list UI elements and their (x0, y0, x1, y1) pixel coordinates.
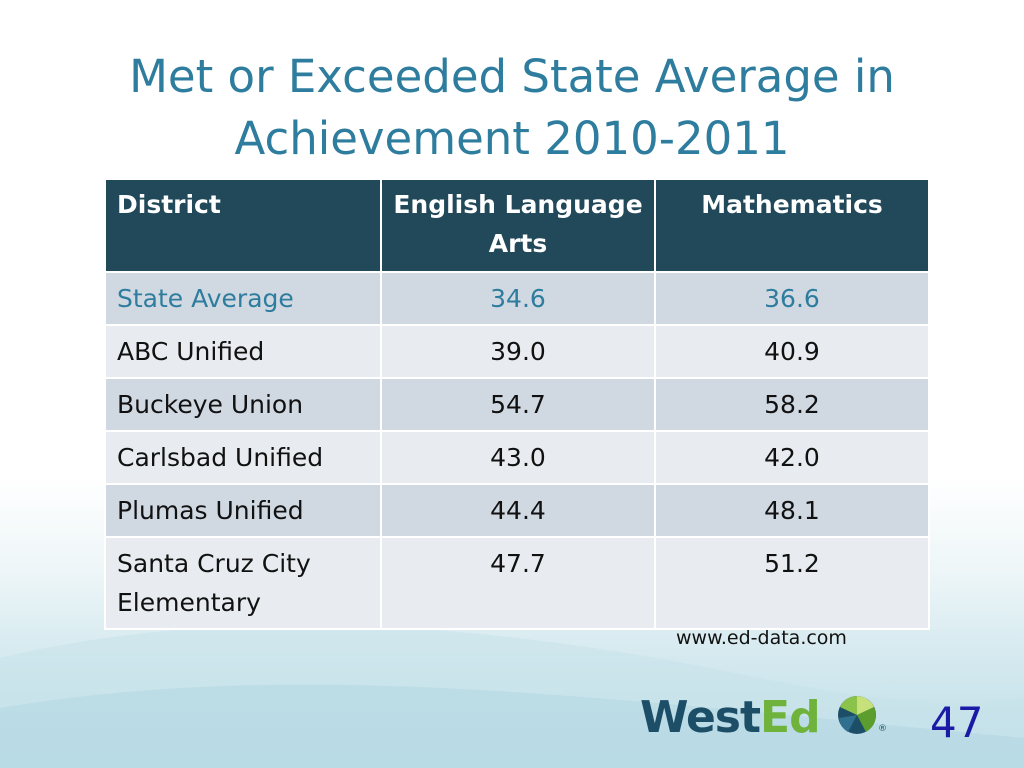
ela-cell: 39.0 (380, 324, 656, 379)
table-row: Buckeye Union 54.7 58.2 (104, 377, 930, 432)
district-cell: Plumas Unified (104, 483, 382, 538)
table-header-row: District English Language Arts Mathemati… (104, 178, 930, 273)
logo-registered-mark: ® (878, 724, 887, 734)
district-cell: State Average (104, 271, 382, 326)
math-cell: 36.6 (654, 271, 930, 326)
background-wave (0, 624, 1024, 768)
logo-text-main: West (640, 692, 761, 743)
district-cell: ABC Unified (104, 324, 382, 379)
header-math: Mathematics (654, 178, 930, 273)
source-link-text: www.ed-data.com (676, 627, 847, 649)
logo-wordmark: WestEd (640, 692, 821, 743)
table-row: Carlsbad Unified 43.0 42.0 (104, 430, 930, 485)
ela-cell: 47.7 (380, 536, 656, 630)
ela-cell: 34.6 (380, 271, 656, 326)
table-row: Santa Cruz City Elementary 47.7 51.2 (104, 536, 930, 630)
table-row: State Average 34.6 36.6 (104, 271, 930, 326)
globe-icon (838, 696, 876, 734)
ela-cell: 54.7 (380, 377, 656, 432)
district-cell: Carlsbad Unified (104, 430, 382, 485)
achievement-table: District English Language Arts Mathemati… (104, 178, 930, 630)
table-row: Plumas Unified 44.4 48.1 (104, 483, 930, 538)
header-district: District (104, 178, 382, 273)
math-cell: 51.2 (654, 536, 930, 630)
wested-logo: WestEd ® (640, 690, 890, 746)
district-cell: Buckeye Union (104, 377, 382, 432)
district-cell: Santa Cruz City Elementary (104, 536, 382, 630)
slide-title: Met or Exceeded State Average in Achieve… (129, 50, 895, 165)
header-ela: English Language Arts (380, 178, 656, 273)
ela-cell: 44.4 (380, 483, 656, 538)
logo-text-accent: Ed (760, 692, 821, 743)
page-number: 47 (930, 698, 984, 747)
table-row: ABC Unified 39.0 40.9 (104, 324, 930, 379)
math-cell: 48.1 (654, 483, 930, 538)
ela-cell: 43.0 (380, 430, 656, 485)
math-cell: 58.2 (654, 377, 930, 432)
math-cell: 42.0 (654, 430, 930, 485)
math-cell: 40.9 (654, 324, 930, 379)
